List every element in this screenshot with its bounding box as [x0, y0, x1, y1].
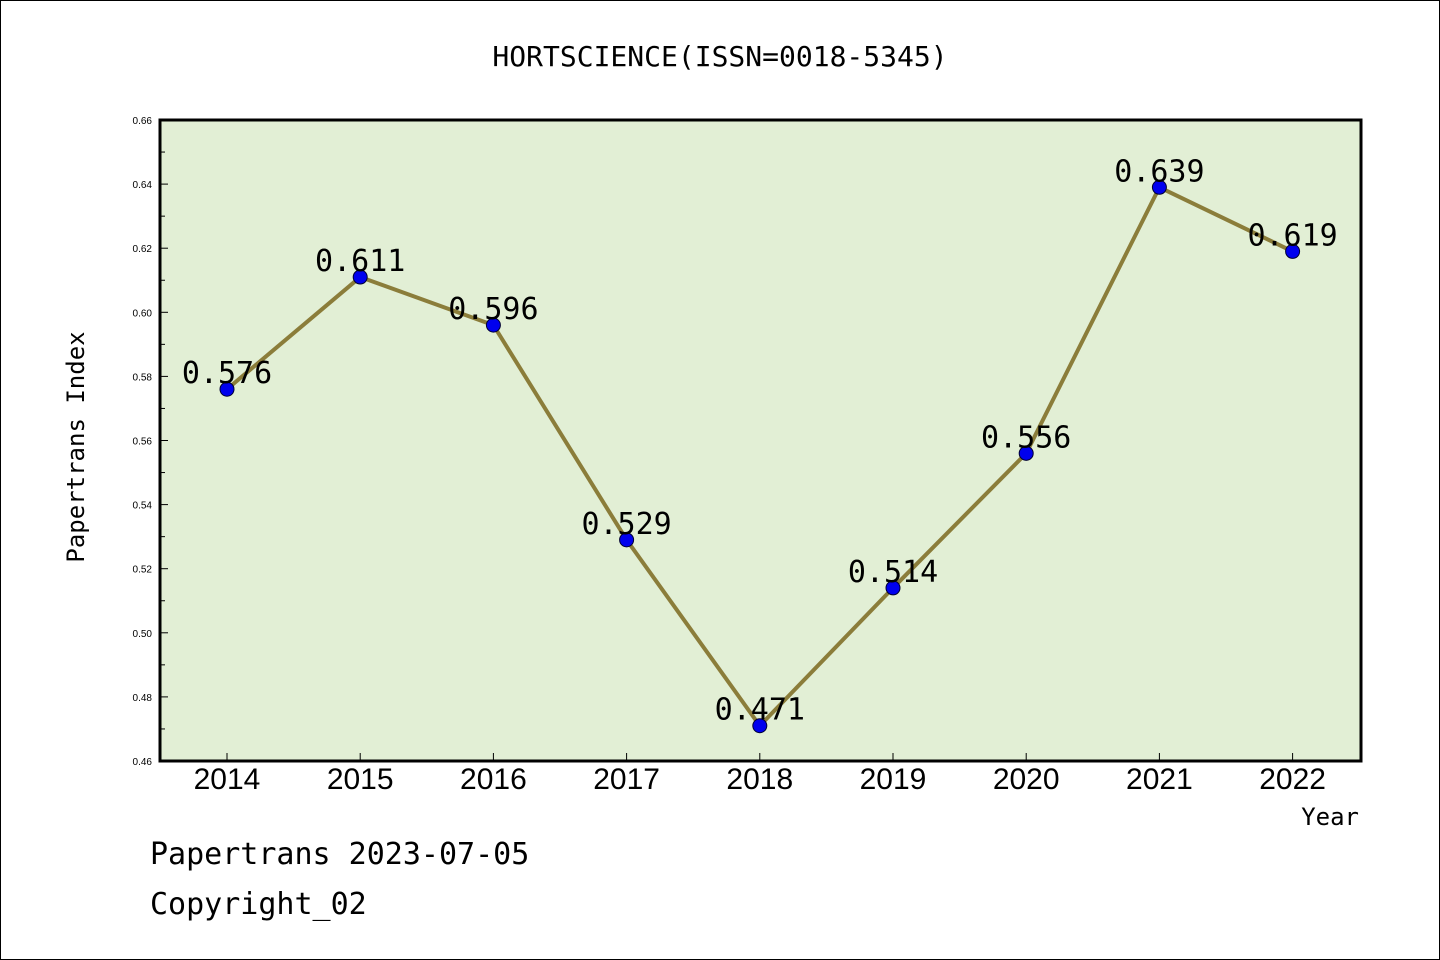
y-tick-label: 0.52 [133, 565, 153, 576]
x-tick-label: 2019 [860, 763, 927, 796]
data-point-label: 0.611 [315, 244, 405, 279]
x-tick-label: 2020 [993, 763, 1060, 796]
data-labels: 0.576 0.611 0.596 0.529 0.471 0.514 0.556 0.639… [182, 154, 1338, 727]
data-point-marker [885, 580, 901, 596]
y-axis: 0.46 0.48 0.50 0.52 0.54 0.56 0.58 0.60 0.62 0.64… [133, 116, 168, 768]
x-tick-label: 2021 [1126, 763, 1193, 796]
y-axis-label: Papertrans Index [62, 331, 90, 562]
data-point-label: 0.619 [1247, 218, 1337, 253]
x-tick-label: 2017 [593, 763, 660, 796]
y-tick-label: 0.46 [133, 757, 153, 768]
footer-copyright: Copyright_02 [150, 887, 367, 922]
y-tick-label: 0.62 [133, 244, 153, 255]
y-tick-label: 0.64 [133, 180, 153, 191]
footer-date: Papertrans 2023-07-05 [150, 837, 529, 872]
x-axis: 2014 2015 2016 2017 2018 2019 2020 2021 2022 [194, 753, 1326, 796]
data-point-marker [1151, 179, 1167, 195]
data-point-label: 0.529 [581, 507, 671, 542]
y-tick-label: 0.56 [133, 437, 153, 448]
y-tick-label: 0.48 [133, 693, 153, 704]
series-markers [219, 179, 1301, 734]
data-point-marker [1285, 243, 1301, 259]
y-tick-label: 0.50 [133, 629, 153, 640]
data-point-marker [752, 718, 768, 734]
y-tick-label: 0.54 [133, 501, 153, 512]
x-tick-label: 2016 [460, 763, 527, 796]
chart-title: HORTSCIENCE(ISSN=0018-5345) [492, 40, 947, 73]
x-tick-label: 2014 [194, 763, 261, 796]
x-tick-label: 2018 [726, 763, 793, 796]
data-point-label: 0.576 [182, 356, 272, 391]
data-point-marker [219, 381, 235, 397]
y-tick-label: 0.60 [133, 308, 153, 319]
x-tick-label: 2015 [327, 763, 394, 796]
data-point-label: 0.639 [1114, 154, 1204, 189]
data-point-label: 0.471 [715, 693, 805, 728]
data-point-marker [352, 269, 368, 285]
y-tick-label: 0.66 [133, 116, 153, 127]
data-point-marker [1018, 445, 1034, 461]
data-point-label: 0.556 [981, 420, 1071, 455]
plot-area [158, 118, 1363, 763]
x-axis-label: Year [1301, 803, 1359, 831]
data-point-marker [619, 532, 635, 548]
y-tick-label: 0.58 [133, 372, 153, 383]
data-point-label: 0.514 [848, 555, 938, 590]
x-tick-label: 2022 [1259, 763, 1326, 796]
data-point-marker [485, 317, 501, 333]
data-point-label: 0.596 [448, 292, 538, 327]
